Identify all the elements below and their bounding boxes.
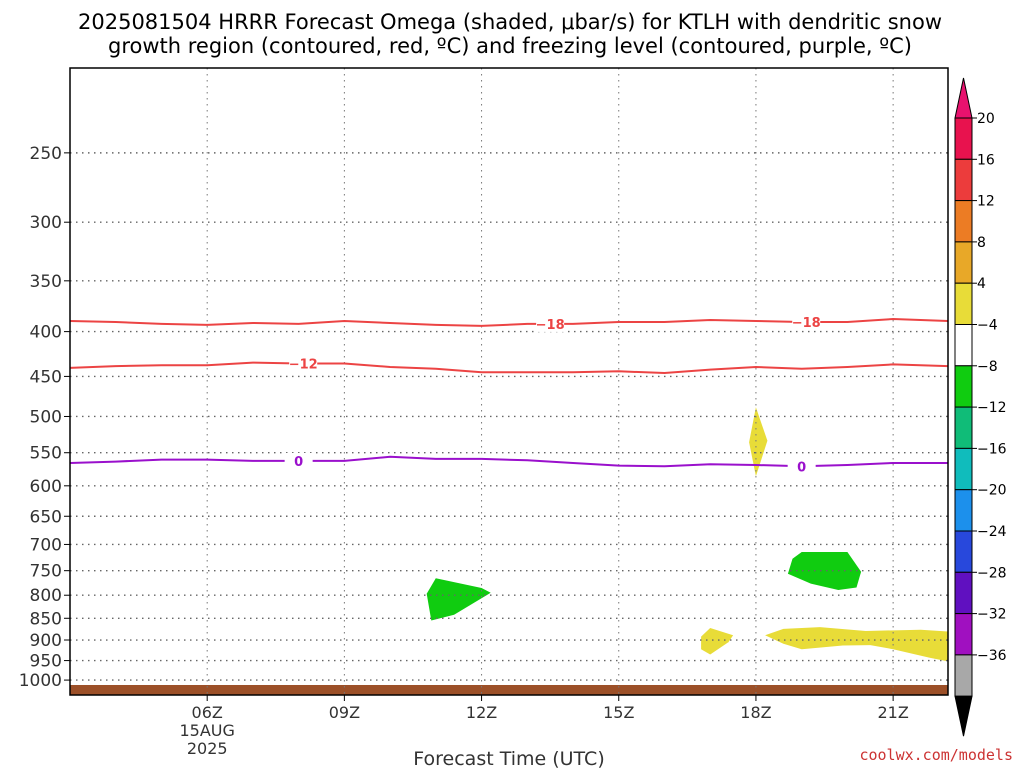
colorbar-label: 8 bbox=[977, 235, 986, 251]
y-tick-label: 1000 bbox=[19, 671, 62, 691]
y-tick-label: 900 bbox=[30, 631, 62, 651]
colorbar-segment bbox=[954, 158, 973, 202]
y-tick-label: 500 bbox=[30, 407, 62, 427]
omega-region-green-800 bbox=[426, 578, 491, 621]
colorbar-segment bbox=[954, 117, 973, 160]
contour-label-bg bbox=[792, 313, 821, 330]
colorbar-segment bbox=[954, 200, 973, 243]
colorbar-segment bbox=[954, 613, 973, 656]
contour-0 bbox=[70, 455, 948, 468]
contour-label-bg bbox=[289, 355, 318, 372]
y-tick-label: 850 bbox=[30, 609, 62, 629]
colorbar-label: 4 bbox=[977, 276, 986, 292]
credit-text: coolwx.com/models bbox=[859, 746, 1013, 764]
x-tick-label: 09Z bbox=[329, 703, 360, 722]
colorbar-label: −12 bbox=[977, 400, 1007, 416]
y-tick-label: 800 bbox=[30, 586, 62, 606]
plot-frame bbox=[69, 67, 949, 696]
colorbar-segment bbox=[954, 489, 973, 532]
chart-title-line2: growth region (contoured, red, ºC) and f… bbox=[108, 34, 912, 58]
y-tick-label: 350 bbox=[30, 272, 62, 292]
omega-region-yellow-900b bbox=[765, 627, 948, 662]
colorbar-label: −24 bbox=[977, 524, 1007, 540]
colorbar-segment bbox=[954, 571, 973, 615]
x-tick-label: 15Z bbox=[603, 703, 634, 722]
y-tick-label: 450 bbox=[30, 367, 62, 387]
colorbar-segment bbox=[954, 282, 973, 326]
colorbar-segment bbox=[954, 241, 973, 284]
x-tick-year: 2025 bbox=[187, 739, 228, 758]
contour-label-0: 0 bbox=[294, 455, 303, 470]
colorbar-label: −8 bbox=[977, 359, 998, 375]
colorbar-segment bbox=[954, 447, 973, 491]
y-tick-label: 400 bbox=[30, 323, 62, 343]
x-tick-label: 21Z bbox=[877, 703, 908, 722]
colorbar-over-arrow bbox=[954, 77, 973, 119]
chart-title-line1: 2025081504 HRRR Forecast Omega (shaded, … bbox=[78, 10, 942, 34]
contour-label-bg bbox=[787, 458, 816, 475]
x-tick-label: 06Z bbox=[192, 703, 223, 722]
y-tick-label: 700 bbox=[30, 535, 62, 555]
contour-label-0: 0 bbox=[797, 460, 806, 475]
colorbar-segment bbox=[954, 406, 973, 449]
y-tick-label: 300 bbox=[30, 213, 62, 233]
y-tick-label: 250 bbox=[30, 144, 62, 164]
colorbar-under-arrow bbox=[954, 695, 973, 737]
contour-label--18: −18 bbox=[792, 316, 821, 331]
shaded-omega-regions bbox=[426, 407, 948, 662]
omega-region-green-750 bbox=[787, 552, 862, 590]
colorbar-label: 16 bbox=[977, 152, 995, 168]
colorbar-label: −4 bbox=[977, 318, 998, 334]
y-tick-label: 950 bbox=[30, 652, 62, 672]
x-tick-label: 12Z bbox=[466, 703, 497, 722]
contour-labels: −18 −18 −12 0 0 bbox=[284, 313, 821, 475]
contour-label-bg bbox=[536, 315, 565, 332]
x-tick-label: 18Z bbox=[740, 703, 771, 722]
colorbar-segment bbox=[954, 654, 973, 697]
colorbar-label: −36 bbox=[977, 648, 1007, 664]
colorbar-label: −16 bbox=[977, 441, 1007, 457]
omega-region-yellow-900a bbox=[701, 628, 734, 655]
colorbar: 20 16 12 8 4 −4 −8 −12 −16 −20 −24 −28 −32 −36 bbox=[954, 77, 1007, 737]
contour-label-bg bbox=[284, 452, 313, 469]
colorbar-segment bbox=[954, 530, 973, 573]
colorbar-label: 20 bbox=[977, 111, 995, 127]
ground-surface bbox=[70, 684, 948, 695]
colorbar-label: 12 bbox=[977, 194, 995, 210]
colorbar-label: −28 bbox=[977, 565, 1007, 581]
contour-label--12: −12 bbox=[289, 358, 318, 373]
contour-label--18: −18 bbox=[536, 318, 565, 333]
contour-lines bbox=[70, 317, 948, 468]
y-tick-label: 750 bbox=[30, 562, 62, 582]
y-tick-label: 650 bbox=[30, 507, 62, 527]
colorbar-segment bbox=[954, 365, 973, 408]
y-tick-label: 600 bbox=[30, 477, 62, 497]
colorbar-segment bbox=[954, 324, 973, 367]
colorbar-label: −32 bbox=[977, 607, 1007, 623]
grid-lines: 2503003504004505005506006507007508008509… bbox=[19, 68, 948, 758]
x-axis-label: Forecast Time (UTC) bbox=[413, 748, 604, 768]
x-tick-date: 15AUG bbox=[179, 721, 234, 740]
omega-region-yellow-550 bbox=[749, 407, 768, 477]
plot-area: 2503003504004505005506006507007508008509… bbox=[19, 67, 949, 758]
contour--12 bbox=[70, 361, 948, 375]
colorbar-label: −20 bbox=[977, 483, 1007, 499]
y-tick-label: 550 bbox=[30, 444, 62, 464]
